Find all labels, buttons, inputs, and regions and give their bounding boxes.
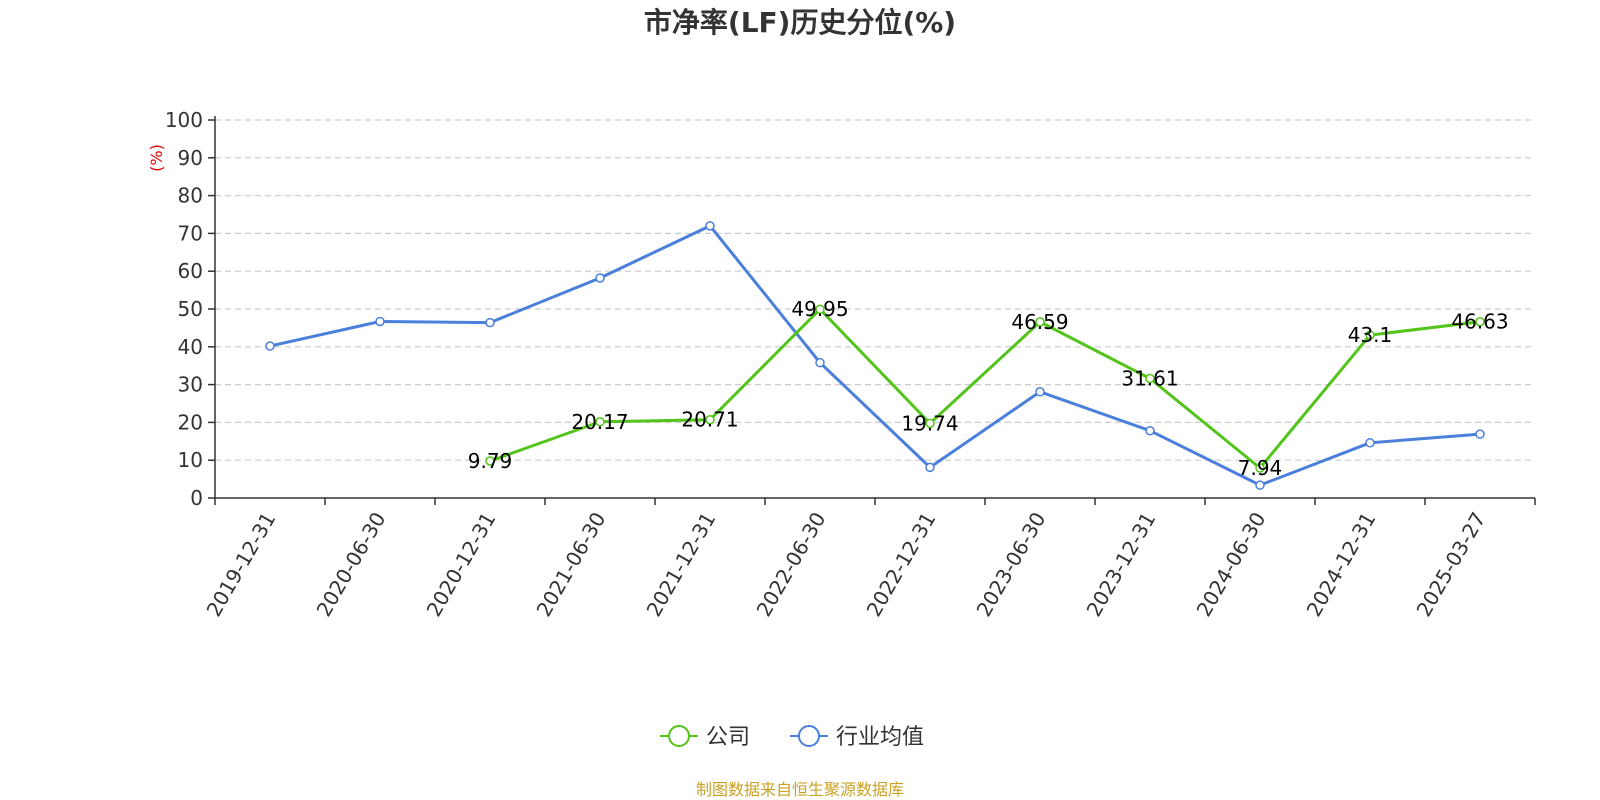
data-point[interactable]	[1035, 317, 1045, 327]
y-tick-label: 50	[178, 297, 203, 321]
data-label: 19.74	[901, 411, 958, 435]
data-label: 49.95	[791, 297, 848, 321]
series-line	[489, 307, 1481, 470]
x-tick-label: 2023-06-30	[971, 508, 1050, 621]
legend-marker-icon[interactable]	[668, 725, 690, 747]
x-tick-label: 2023-12-31	[1081, 508, 1160, 621]
data-point[interactable]	[1475, 316, 1485, 327]
data-point[interactable]	[815, 357, 825, 368]
chart-title: 市净率(LF)历史分位(%)	[644, 6, 956, 39]
x-tick-label: 2020-06-30	[311, 508, 390, 621]
y-tick-label: 40	[178, 335, 203, 359]
y-tick-label: 90	[178, 146, 203, 170]
data-point[interactable]	[705, 221, 715, 231]
y-tick-label: 20	[178, 410, 203, 434]
data-label: 46.63	[1451, 310, 1508, 334]
y-tick-label: 0	[190, 486, 203, 510]
data-label: 43.1	[1348, 323, 1393, 347]
y-tick-label: 30	[178, 373, 203, 397]
data-point[interactable]	[1255, 480, 1265, 490]
data-point[interactable]	[1035, 387, 1045, 397]
data-point[interactable]	[925, 418, 935, 429]
data-label: 7.94	[1238, 456, 1283, 480]
legend-label[interactable]: 公司	[706, 725, 750, 750]
data-point[interactable]	[705, 414, 715, 425]
axes: 0 10 20 30 40 50 60 70 80 90 100 2019-12-31 2020-06-…	[165, 108, 1536, 621]
grid-lines	[215, 119, 1535, 461]
y-tick-label: 70	[178, 221, 203, 245]
x-tick-label: 2022-06-30	[751, 508, 830, 621]
legend[interactable]: 公司 行业均值	[660, 725, 924, 750]
data-point[interactable]	[485, 456, 495, 466]
y-tick-label: 60	[178, 259, 203, 283]
y-axis-label: (%)	[147, 144, 166, 172]
legend-label[interactable]: 行业均值	[836, 725, 924, 750]
data-point[interactable]	[375, 316, 385, 327]
x-tick-label: 2019-12-31	[201, 508, 280, 621]
data-labels: 9.79 20.17 20.71 49.95 19.74 46.59 31.61 7.94 43…	[468, 297, 1509, 480]
data-point[interactable]	[1145, 425, 1155, 436]
y-tick-label: 80	[178, 184, 203, 208]
data-label: 9.79	[468, 449, 513, 473]
data-point[interactable]	[265, 341, 275, 351]
data-point[interactable]	[1365, 438, 1375, 448]
x-tick-label: 2021-06-30	[531, 508, 610, 621]
data-label: 46.59	[1011, 310, 1068, 334]
data-point[interactable]	[595, 273, 605, 283]
series-line	[269, 224, 1481, 487]
data-point[interactable]	[925, 462, 935, 473]
series-lines	[265, 221, 1485, 490]
source-note: 制图数据来自恒生聚源数据库	[696, 780, 904, 799]
data-label: 31.61	[1121, 367, 1178, 391]
x-tick-label: 2024-06-30	[1191, 508, 1270, 621]
data-point[interactable]	[1365, 330, 1375, 340]
data-point[interactable]	[595, 417, 605, 427]
x-tick-label: 2021-12-31	[641, 508, 720, 621]
data-label: 20.71	[681, 408, 738, 432]
data-point[interactable]	[1475, 429, 1485, 439]
data-point[interactable]	[1145, 373, 1155, 384]
x-tick-label: 2020-12-31	[421, 508, 500, 621]
data-label: 20.17	[571, 410, 628, 434]
data-point[interactable]	[485, 317, 495, 328]
x-tick-label: 2022-12-31	[861, 508, 940, 621]
x-tick-label: 2024-12-31	[1301, 508, 1380, 621]
x-tick-label: 2025-03-27	[1411, 508, 1490, 621]
data-point[interactable]	[1255, 463, 1265, 473]
data-point[interactable]	[815, 304, 825, 314]
y-tick-label: 100	[165, 108, 203, 132]
legend-marker-icon[interactable]	[798, 725, 820, 747]
y-tick-label: 10	[178, 448, 203, 472]
